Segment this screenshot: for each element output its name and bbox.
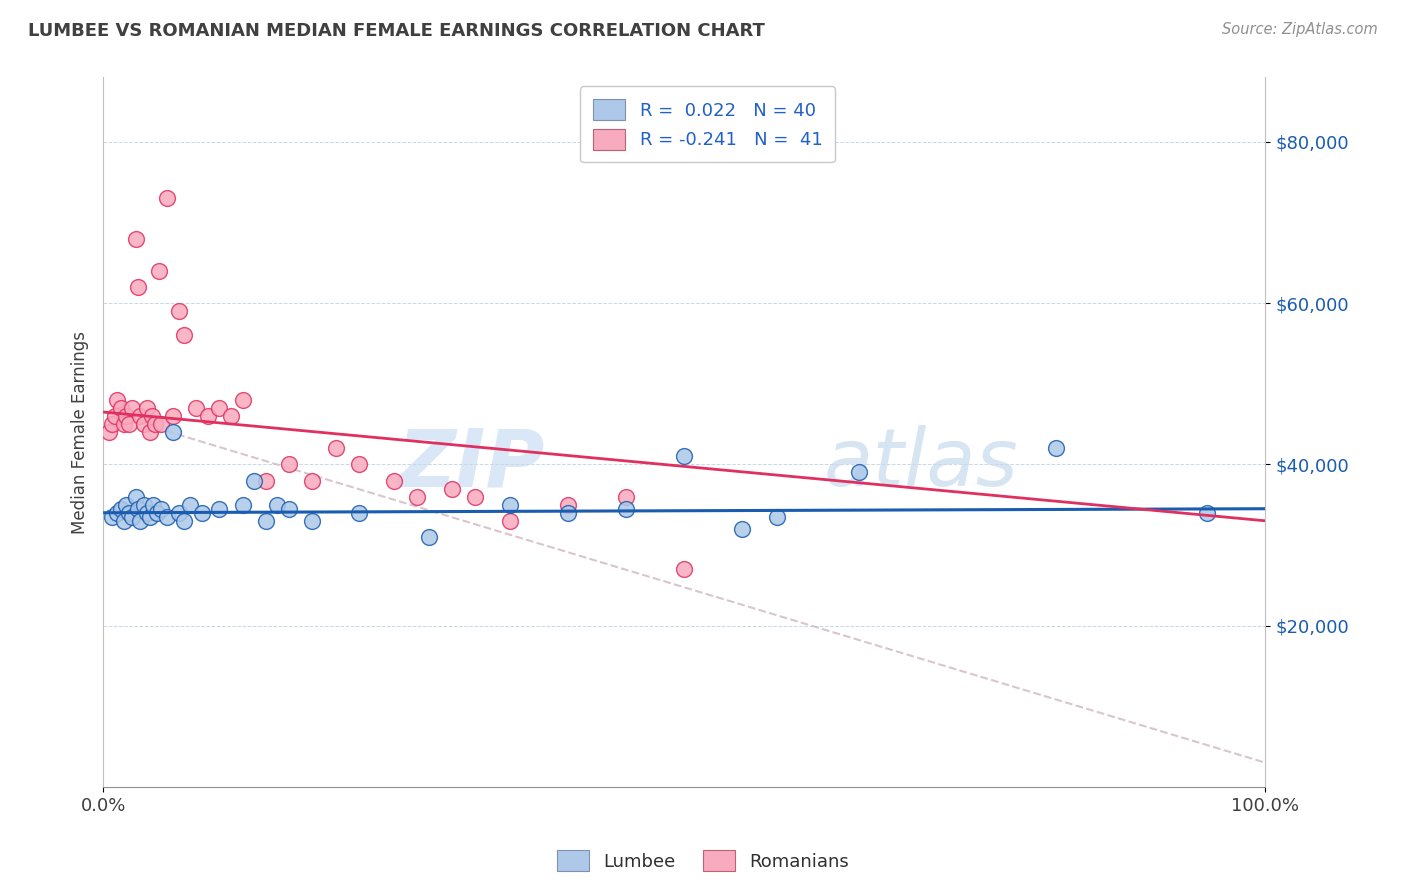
Point	[614, 490, 637, 504]
Point	[278, 501, 301, 516]
Point	[254, 474, 277, 488]
Point	[301, 514, 323, 528]
Point	[110, 401, 132, 415]
Point	[124, 490, 146, 504]
Point	[136, 401, 159, 415]
Point	[127, 501, 149, 516]
Point	[232, 498, 254, 512]
Text: Source: ZipAtlas.com: Source: ZipAtlas.com	[1222, 22, 1378, 37]
Point	[101, 417, 124, 431]
Point	[197, 409, 219, 423]
Point	[97, 425, 120, 439]
Legend: Lumbee, Romanians: Lumbee, Romanians	[550, 843, 856, 879]
Point	[150, 417, 173, 431]
Point	[148, 264, 170, 278]
Point	[301, 474, 323, 488]
Point	[499, 498, 522, 512]
Point	[136, 506, 159, 520]
Point	[150, 501, 173, 516]
Point	[129, 409, 152, 423]
Point	[614, 501, 637, 516]
Point	[382, 474, 405, 488]
Point	[557, 506, 579, 520]
Point	[129, 514, 152, 528]
Point	[156, 509, 179, 524]
Point	[191, 506, 214, 520]
Point	[115, 498, 138, 512]
Point	[418, 530, 440, 544]
Point	[464, 490, 486, 504]
Point	[101, 509, 124, 524]
Point	[848, 466, 870, 480]
Point	[179, 498, 201, 512]
Point	[440, 482, 463, 496]
Point	[162, 409, 184, 423]
Point	[138, 509, 160, 524]
Point	[673, 450, 696, 464]
Point	[156, 191, 179, 205]
Point	[110, 501, 132, 516]
Point	[347, 506, 370, 520]
Point	[124, 232, 146, 246]
Point	[105, 506, 128, 520]
Point	[145, 417, 167, 431]
Point	[173, 328, 195, 343]
Point	[1197, 506, 1219, 520]
Point	[118, 506, 141, 520]
Point	[142, 498, 165, 512]
Point	[132, 417, 155, 431]
Point	[557, 498, 579, 512]
Point	[145, 506, 167, 520]
Point	[731, 522, 754, 536]
Point	[121, 401, 143, 415]
Point	[243, 474, 266, 488]
Point	[184, 401, 207, 415]
Point	[138, 425, 160, 439]
Point	[1045, 442, 1067, 456]
Point	[105, 392, 128, 407]
Legend: R =  0.022   N = 40, R = -0.241   N =  41: R = 0.022 N = 40, R = -0.241 N = 41	[581, 87, 835, 162]
Point	[115, 409, 138, 423]
Point	[673, 562, 696, 576]
Y-axis label: Median Female Earnings: Median Female Earnings	[72, 331, 89, 533]
Point	[266, 498, 288, 512]
Point	[766, 509, 789, 524]
Point	[325, 442, 347, 456]
Point	[127, 280, 149, 294]
Point	[208, 401, 231, 415]
Point	[112, 514, 135, 528]
Text: ZIP: ZIP	[398, 425, 544, 503]
Point	[219, 409, 242, 423]
Point	[121, 509, 143, 524]
Point	[406, 490, 429, 504]
Point	[499, 514, 522, 528]
Point	[254, 514, 277, 528]
Point	[278, 458, 301, 472]
Point	[112, 417, 135, 431]
Point	[173, 514, 195, 528]
Point	[132, 498, 155, 512]
Point	[167, 304, 190, 318]
Point	[118, 417, 141, 431]
Point	[208, 501, 231, 516]
Point	[141, 409, 163, 423]
Point	[167, 506, 190, 520]
Text: LUMBEE VS ROMANIAN MEDIAN FEMALE EARNINGS CORRELATION CHART: LUMBEE VS ROMANIAN MEDIAN FEMALE EARNING…	[28, 22, 765, 40]
Point	[347, 458, 370, 472]
Point	[104, 409, 127, 423]
Text: atlas: atlas	[824, 425, 1018, 503]
Point	[232, 392, 254, 407]
Point	[162, 425, 184, 439]
